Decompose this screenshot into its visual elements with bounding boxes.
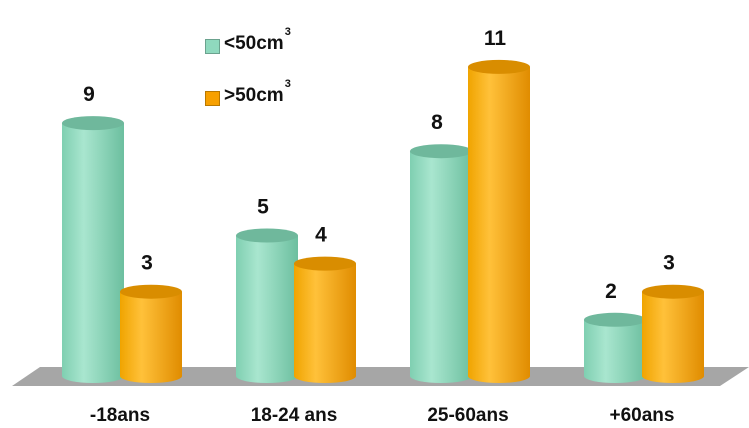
legend: <50cm 3 >50cm 3: [205, 26, 291, 137]
bar-lt50-1: [62, 116, 124, 383]
category-label: +60ans: [610, 405, 675, 426]
bar-lt50-3: [410, 144, 472, 383]
bar-body: [584, 319, 646, 383]
bar-top: [468, 59, 530, 74]
bar-top: [294, 256, 356, 271]
legend-label-series-2: >50cm: [224, 85, 284, 106]
legend-item-series-2: >50cm 3: [205, 78, 291, 137]
data-labels-group: 9 3 5 4 8 11 2 3: [83, 27, 675, 303]
data-label: 11: [484, 27, 507, 50]
category-label: 18-24 ans: [251, 405, 338, 426]
legend-item-series-1: <50cm 3: [205, 26, 291, 85]
data-label: 3: [141, 252, 153, 275]
bar-gt50-4: [642, 284, 704, 383]
bar-top: [236, 228, 298, 243]
bar-top: [642, 284, 704, 299]
data-label: 2: [605, 280, 617, 303]
bars-group: [62, 59, 704, 383]
legend-label-sup-series-2: 3: [284, 78, 291, 90]
legend-swatch-series-2: [205, 91, 220, 106]
bar-body: [120, 291, 182, 383]
bar-top: [584, 312, 646, 327]
bar-lt50-4: [584, 312, 646, 383]
bar-lt50-2: [236, 228, 298, 383]
data-label: 9: [83, 83, 95, 106]
legend-swatch-series-1: [205, 39, 220, 54]
bar-body: [62, 123, 124, 383]
category-label: 25-60ans: [427, 405, 508, 426]
bar-gt50-1: [120, 284, 182, 383]
bar-body: [642, 291, 704, 383]
bar-gt50-3: [468, 59, 530, 383]
legend-label-sup-series-1: 3: [284, 26, 291, 38]
data-label: 5: [257, 196, 269, 219]
bar-body: [294, 263, 356, 383]
chart-floor: [12, 367, 749, 386]
bar-body: [468, 66, 530, 383]
data-label: 8: [431, 111, 443, 134]
bar-gt50-2: [294, 256, 356, 383]
bar-top: [410, 144, 472, 159]
data-label: 3: [663, 252, 675, 275]
legend-label-series-1: <50cm: [224, 33, 284, 54]
category-labels-group: -18ans 18-24 ans 25-60ans +60ans: [90, 405, 675, 426]
bar-top: [62, 116, 124, 131]
bar-top: [120, 284, 182, 299]
bar-body: [410, 151, 472, 383]
data-label: 4: [315, 224, 327, 247]
category-label: -18ans: [90, 405, 150, 426]
bar-body: [236, 235, 298, 383]
